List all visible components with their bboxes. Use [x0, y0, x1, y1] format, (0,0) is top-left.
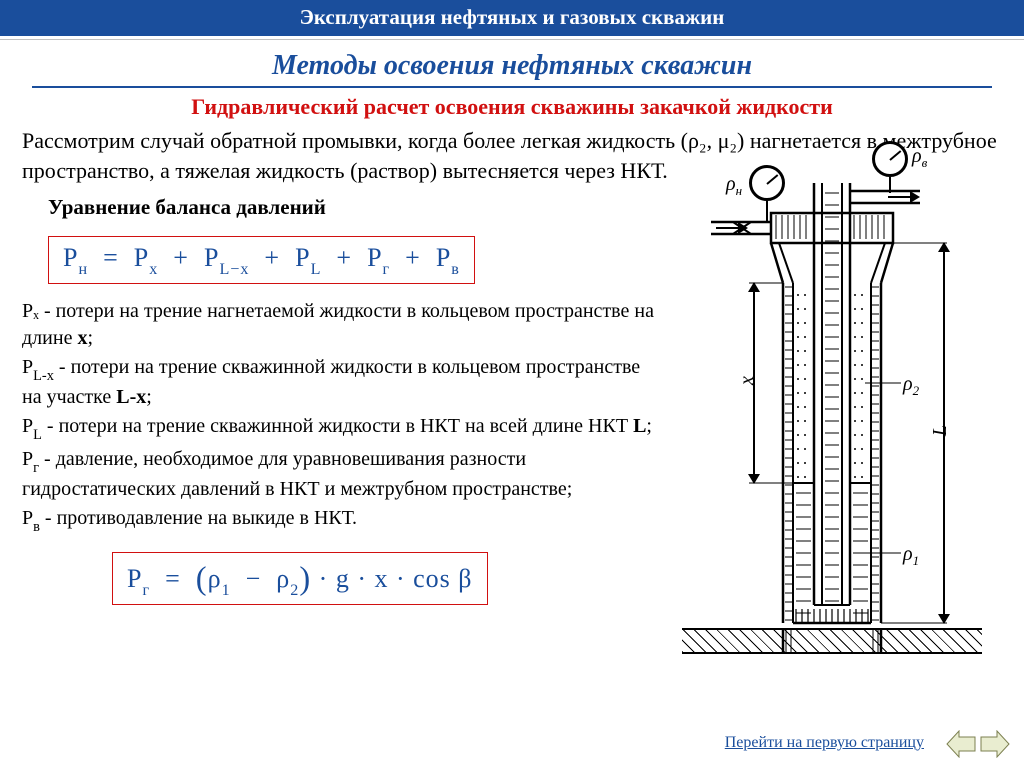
valve-icon — [733, 222, 751, 234]
def-pl-var: L — [633, 415, 646, 437]
eq1-t2-sub: L−x — [219, 261, 249, 278]
page: Эксплуатация нефтяных и газовых скважин … — [0, 0, 1024, 768]
eq1-lhs: P — [63, 243, 78, 272]
def-pv-txt: - противодавление на выкиде в НКТ. — [40, 507, 357, 529]
eq1-t3-sub: L — [311, 261, 322, 278]
eq1-t4: P — [367, 243, 382, 272]
outlet-arrow-icon — [888, 196, 918, 198]
label-dim-x: x — [736, 376, 759, 385]
def-px-sym: Pₓ — [22, 300, 39, 322]
def-plx: PL-x - потери на трение скважинной жидко… — [22, 354, 662, 411]
eq2-rho2: ρ — [276, 564, 290, 593]
ground-hatch — [682, 628, 982, 654]
eq1-t2: P — [204, 243, 219, 272]
right-column: ρнρвρ2ρ1xL — [662, 193, 1002, 618]
def-pv-sym: P — [22, 507, 33, 529]
eq1-t1-sub: x — [149, 261, 158, 278]
nav-arrows — [946, 730, 1010, 758]
label-rho-v: ρв — [912, 145, 927, 171]
eq2-rho1: ρ — [208, 564, 222, 593]
two-column-layout: Уравнение баланса давлений Pн = Px + PL−… — [22, 193, 1002, 618]
label-rho-n: ρн — [726, 173, 742, 199]
def-pg-sym: P — [22, 448, 33, 470]
label-rho-2: ρ2 — [903, 373, 919, 399]
hydrostatic-equation: Pг = (ρ1 − ρ2) · g · x · cos β — [112, 552, 488, 605]
eq2-lhs-sub: г — [142, 582, 150, 599]
def-plx-txt: - потери на трение скважинной жидкости в… — [22, 356, 640, 408]
def-pl-sym: P — [22, 415, 33, 437]
eq1-t4-sub: г — [383, 261, 391, 278]
first-page-link[interactable]: Перейти на первую страницу — [725, 734, 924, 752]
titlebar: Эксплуатация нефтяных и газовых скважин — [0, 0, 1024, 34]
def-pv-sub: в — [33, 519, 40, 535]
def-px: Pₓ - потери на трение нагнетаемой жидкос… — [22, 298, 662, 352]
label-rho-1: ρ1 — [903, 543, 919, 569]
gauge-left-stem — [766, 201, 768, 221]
def-pl: PL - потери на трение скважинной жидкост… — [22, 413, 662, 443]
definitions-list: Pₓ - потери на трение нагнетаемой жидкос… — [22, 298, 662, 536]
def-plx-sub: L-x — [33, 368, 54, 384]
eq2-rho2-sub: 2 — [290, 582, 299, 599]
def-px-var: x — [77, 327, 87, 349]
section-title: Методы освоения нефтяных скважин — [22, 50, 1002, 82]
gauge-right-stem — [889, 177, 891, 193]
def-pl-sub: L — [33, 427, 42, 443]
def-plx-sym: P — [22, 356, 33, 378]
balance-heading: Уравнение баланса давлений — [48, 193, 662, 221]
titlebar-underline — [0, 34, 1024, 36]
eq2-lhs: P — [127, 564, 142, 593]
def-pl-txt: - потери на трение скважинной жидкости в… — [42, 415, 633, 437]
def-pv: Pв - противодавление на выкиде в НКТ. — [22, 505, 662, 535]
eq1-lhs-sub: н — [78, 261, 88, 278]
titlebar-text: Эксплуатация нефтяных и газовых скважин — [300, 5, 725, 30]
nav-prev-icon[interactable] — [946, 730, 976, 758]
eq1-t5-sub: в — [451, 261, 460, 278]
eq1-t1: P — [134, 243, 149, 272]
def-pg: Pг - давление, необходимое для уравновеш… — [22, 446, 662, 503]
eq1-t3: P — [295, 243, 310, 272]
label-dim-l: L — [929, 425, 952, 436]
nav-next-icon[interactable] — [980, 730, 1010, 758]
content: Методы освоения нефтяных скважин Гидравл… — [0, 40, 1024, 619]
section-underline — [32, 86, 992, 88]
def-pg-txt: - давление, необходимое для уравновешива… — [22, 448, 572, 500]
def-plx-var: L-x — [116, 386, 146, 408]
def-px-txt: - потери на трение нагнетаемой жидкости … — [22, 300, 654, 349]
eq1-t5: P — [436, 243, 451, 272]
def-pg-sub: г — [33, 460, 39, 476]
pressure-balance-equation: Pн = Px + PL−x + PL + Pг + Pв — [48, 236, 475, 284]
subsection-title: Гидравлический расчет освоения скважины … — [22, 94, 1002, 120]
left-column: Уравнение баланса давлений Pн = Px + PL−… — [22, 193, 662, 618]
eq2-rho1-sub: 1 — [222, 582, 231, 599]
well-diagram: ρнρвρ2ρ1xL — [682, 153, 982, 693]
eq2-tail: · g · x · cos β — [311, 564, 472, 593]
